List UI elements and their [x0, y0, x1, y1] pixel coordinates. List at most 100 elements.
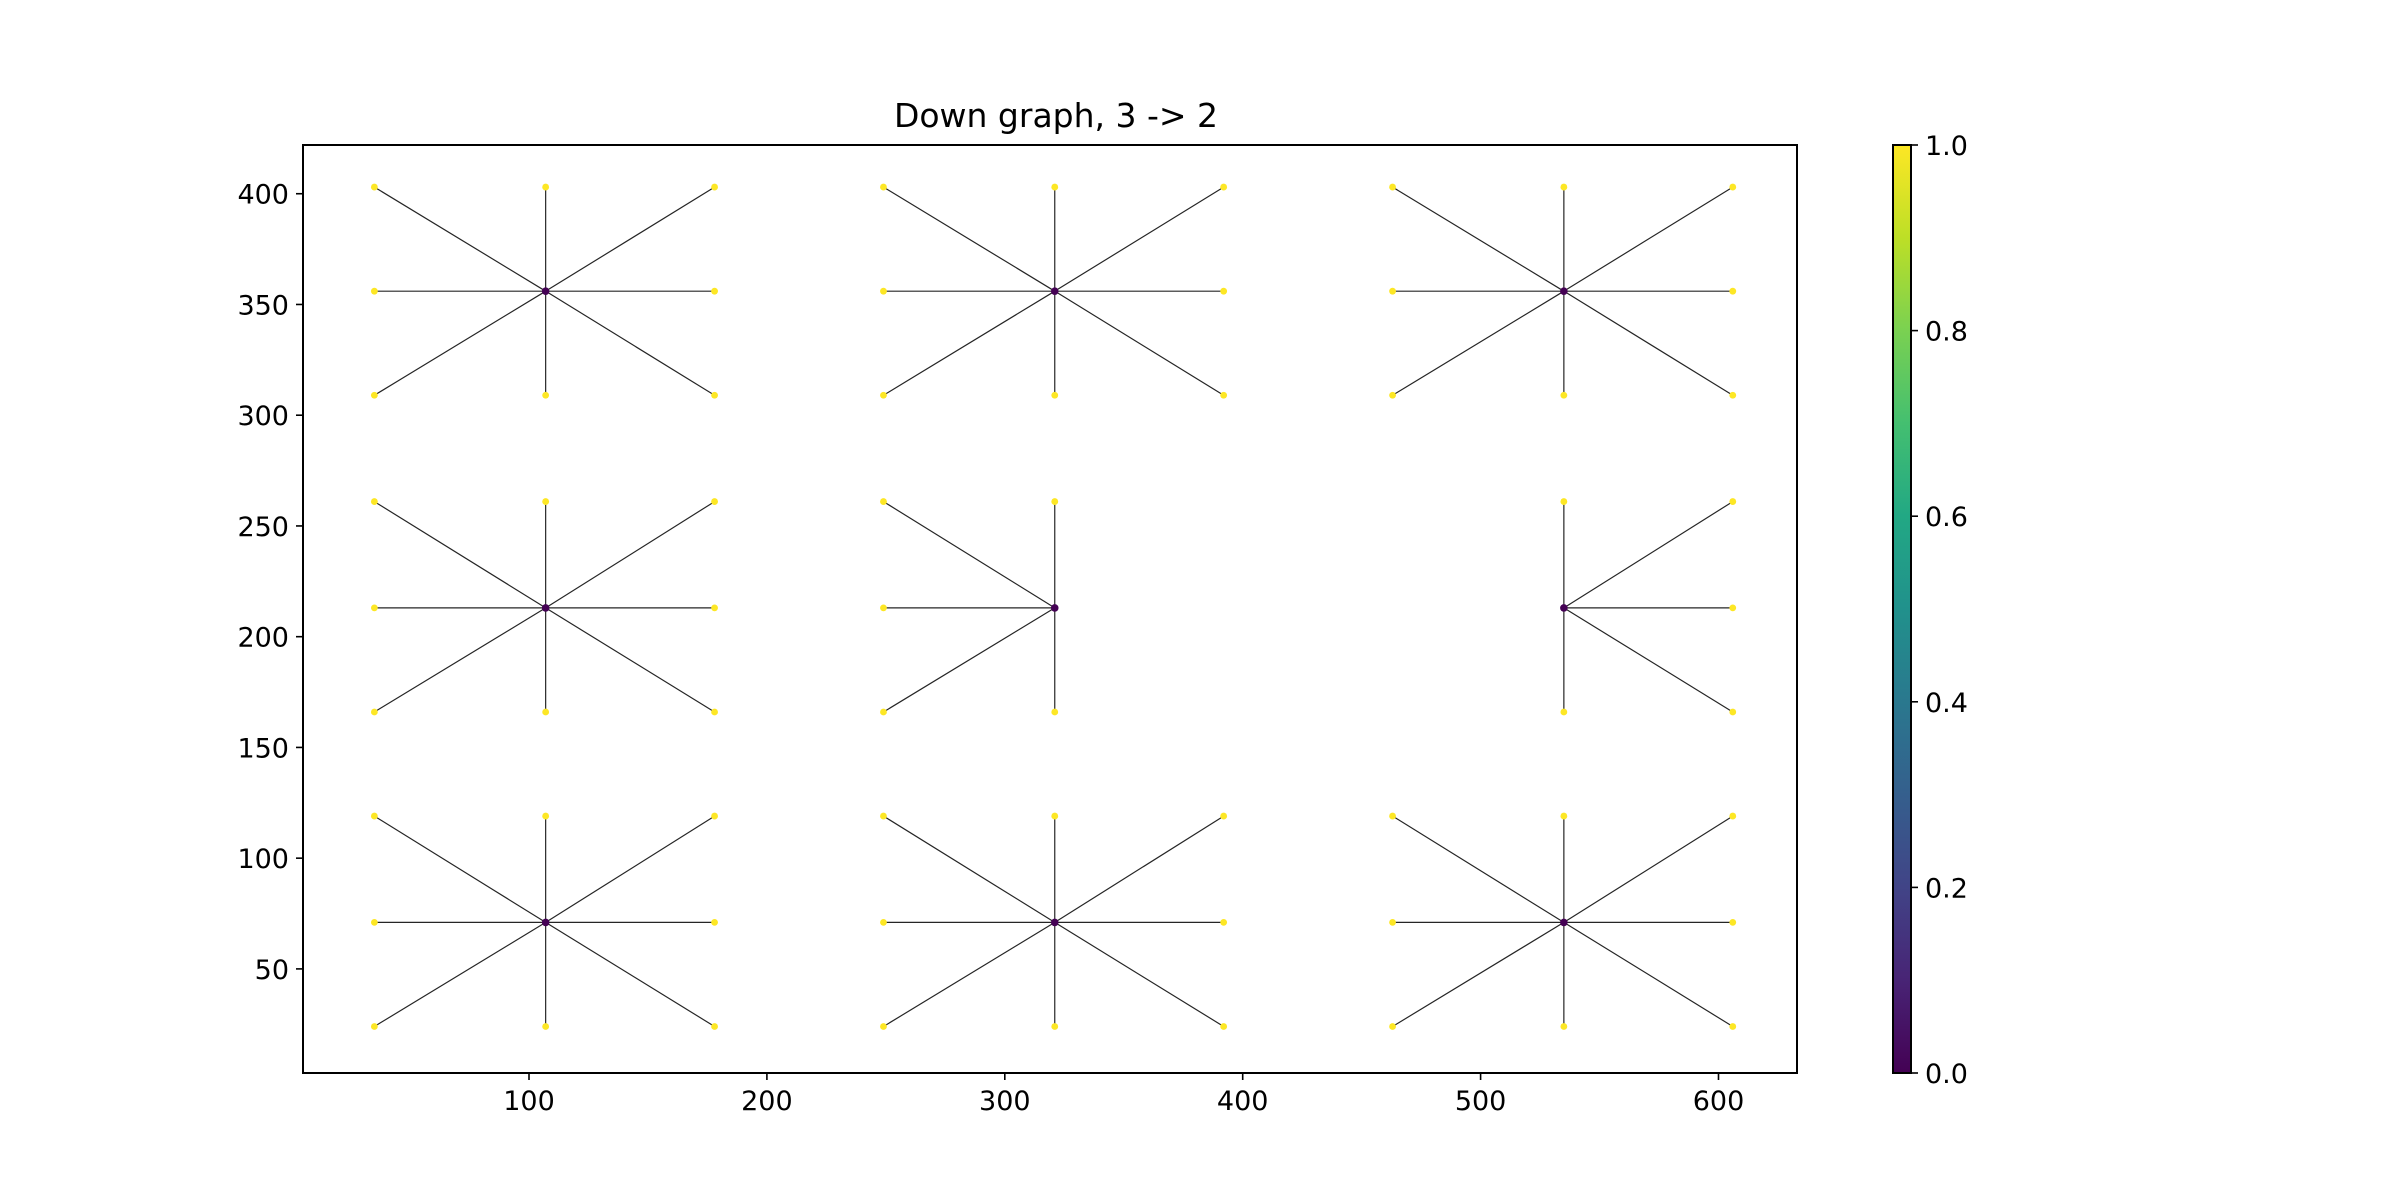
y-tick-label: 300 [237, 401, 289, 432]
x-tick-label: 600 [1693, 1086, 1745, 1117]
edge-3-2 [545, 607, 715, 713]
colorbar-tick-label: 0.6 [1925, 502, 1968, 533]
edge-7-0 [883, 290, 1056, 396]
y-tick-label: 250 [237, 512, 289, 543]
leaf-node-6-1 [542, 391, 550, 399]
edge-1-2 [1054, 921, 1224, 1028]
leaf-node-4-3 [880, 498, 887, 505]
axes-frame [302, 144, 1798, 1074]
edge-0-2 [545, 921, 715, 1028]
leaf-node-3-1 [542, 708, 550, 716]
leaf-node-2-4 [1729, 918, 1737, 926]
leaf-node-7-3 [880, 287, 887, 295]
colorbar-tick-label: 0.2 [1925, 873, 1968, 904]
edge-8-5 [1392, 186, 1565, 292]
y-tick-label: 50 [255, 955, 289, 986]
edge-7-2 [1054, 290, 1224, 396]
edge-8-2 [1563, 290, 1734, 396]
leaf-node-8-1 [1560, 391, 1568, 399]
leaf-node-8-5 [1389, 183, 1396, 191]
leaf-node-1-6 [1051, 812, 1059, 820]
x-tick-label: 400 [1217, 1086, 1269, 1117]
edge-2-7 [1563, 815, 1734, 923]
edge-5-1 [1563, 607, 1734, 713]
leaf-node-8-3 [1389, 287, 1396, 295]
center-node-6 [541, 287, 550, 295]
leaf-node-4-1 [1051, 708, 1059, 716]
y-tick-label: 150 [237, 733, 289, 764]
y-tick-label: 400 [237, 180, 289, 211]
center-node-8 [1560, 287, 1568, 295]
leaf-node-0-1 [542, 1023, 550, 1030]
leaf-node-2-2 [1729, 1023, 1737, 1030]
y-tick-label: 100 [237, 844, 289, 875]
leaf-node-0-7 [711, 812, 718, 820]
edge-6-0 [374, 290, 546, 396]
colorbar-tick-label: 0.8 [1925, 317, 1968, 348]
leaf-node-3-5 [370, 498, 378, 505]
edge-2-2 [1563, 921, 1734, 1028]
edge-3-0 [374, 607, 546, 713]
center-node-4 [1050, 604, 1059, 612]
leaf-node-1-7 [1220, 812, 1228, 820]
edge-3-7 [545, 501, 715, 609]
edge-6-2 [545, 290, 715, 396]
leaf-node-6-5 [370, 183, 378, 191]
leaf-node-6-0 [370, 391, 378, 399]
leaf-node-1-1 [1051, 1023, 1059, 1030]
edge-1-5 [883, 815, 1056, 923]
center-node-7 [1050, 287, 1059, 295]
y-axis: 50 100 150 200 250 300 350 400 [237, 180, 303, 986]
edge-6-5 [374, 186, 546, 292]
leaf-node-5-1 [1729, 708, 1737, 716]
edge-2-5 [1392, 815, 1565, 923]
leaf-node-3-7 [711, 498, 718, 505]
leaf-node-4-2 [880, 604, 887, 612]
leaf-node-3-6 [542, 498, 550, 505]
leaf-node-7-5 [880, 183, 887, 191]
edge-8-7 [1563, 186, 1734, 292]
leaf-node-1-4 [1220, 918, 1228, 926]
leaf-node-5-0 [1560, 708, 1568, 716]
leaf-node-3-4 [711, 604, 718, 612]
edge-2-0 [1392, 921, 1565, 1028]
edge-0-5 [374, 815, 546, 923]
x-tick-label: 500 [1455, 1086, 1507, 1117]
center-node-1 [1050, 918, 1059, 927]
leaf-node-7-1 [1051, 391, 1059, 399]
colorbar: 0.0 0.2 0.4 0.6 0.8 1.0 [1892, 131, 1968, 1090]
leaf-node-2-3 [1389, 918, 1396, 926]
edge-4-3 [883, 501, 1056, 609]
leaf-node-6-3 [370, 287, 378, 295]
colorbar-tick-label: 1.0 [1925, 131, 1968, 162]
center-node-2 [1560, 918, 1568, 927]
leaf-node-1-3 [880, 918, 887, 926]
center-node-5 [1560, 604, 1568, 612]
leaf-node-8-0 [1389, 391, 1396, 399]
x-tick-label: 100 [503, 1086, 555, 1117]
leaf-node-2-0 [1389, 1023, 1396, 1030]
leaf-node-6-2 [711, 391, 718, 399]
leaf-node-3-3 [370, 604, 378, 612]
leaf-node-0-4 [711, 918, 718, 926]
edge-0-7 [545, 815, 715, 923]
leaf-node-2-7 [1729, 812, 1737, 820]
edge-0-0 [374, 921, 546, 1028]
leaf-node-7-4 [1220, 287, 1228, 295]
edge-3-5 [374, 501, 546, 609]
leaf-node-8-4 [1729, 287, 1737, 295]
edge-7-7 [1054, 186, 1224, 292]
edge-7-5 [883, 186, 1056, 292]
leaf-node-8-2 [1729, 391, 1737, 399]
leaf-node-7-2 [1220, 391, 1228, 399]
leaf-node-2-6 [1560, 812, 1568, 820]
leaf-node-1-2 [1220, 1023, 1228, 1030]
leaf-node-5-2 [1729, 604, 1737, 612]
plot-area [302, 144, 1798, 1074]
nodes-layer [370, 183, 1737, 1030]
leaf-node-3-0 [370, 708, 378, 716]
leaf-node-0-0 [370, 1023, 378, 1030]
colorbar-tick-label: 0.4 [1925, 688, 1968, 719]
leaf-node-1-0 [880, 1023, 887, 1030]
